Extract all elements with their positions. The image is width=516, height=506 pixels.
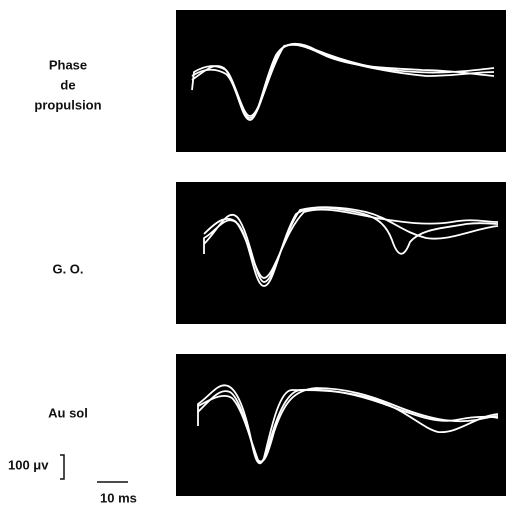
- panel: [176, 354, 506, 496]
- page: Phase de propulsion G. O. Au sol 100 μv …: [0, 0, 516, 506]
- amplitude-scale-bar: [60, 455, 64, 479]
- amplitude-scale-label: 100 μv: [8, 457, 49, 472]
- time-scale-label: 10 ms: [100, 490, 137, 505]
- oscilloscope-screen: [176, 182, 506, 324]
- panel-label: Au sol: [48, 405, 88, 420]
- panel: [176, 10, 506, 152]
- panel-label: propulsion: [34, 97, 101, 112]
- panel-label: G. O.: [52, 261, 83, 276]
- oscilloscope-screen: [176, 354, 506, 496]
- panel-label: de: [60, 77, 75, 92]
- panel-label: Phase: [49, 57, 87, 72]
- figure: Phase de propulsion G. O. Au sol 100 μv …: [0, 0, 516, 506]
- oscilloscope-screen: [176, 10, 506, 152]
- panel: [176, 182, 506, 324]
